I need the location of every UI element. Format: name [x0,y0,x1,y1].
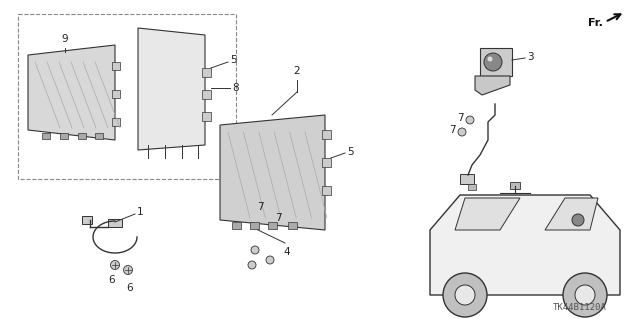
Bar [250,222,259,229]
Bar [322,130,331,139]
Bar [510,182,520,189]
Bar [108,219,122,227]
Text: Fr.: Fr. [588,18,603,28]
Text: 7: 7 [449,125,455,135]
Polygon shape [475,76,510,95]
Polygon shape [28,45,115,140]
Bar [460,174,474,184]
Text: 7: 7 [275,213,282,223]
Circle shape [251,246,259,254]
Circle shape [488,56,493,62]
Bar [112,90,120,98]
Circle shape [466,116,474,124]
Circle shape [266,256,274,264]
Text: 9: 9 [61,34,68,44]
Bar [112,62,120,70]
Bar [78,133,86,139]
Circle shape [563,273,607,317]
Bar [60,133,68,139]
Bar [480,48,512,76]
Bar [95,133,103,139]
Text: TK44B1120A: TK44B1120A [553,303,607,312]
Text: 5: 5 [230,55,237,65]
Bar [202,68,211,77]
Polygon shape [220,115,325,230]
Polygon shape [138,28,205,150]
Polygon shape [455,198,520,230]
Text: 3: 3 [527,52,534,62]
Text: 1: 1 [137,207,143,217]
Bar [288,222,297,229]
Text: 6: 6 [127,283,133,293]
Bar [202,90,211,99]
Text: 8: 8 [232,83,239,93]
Polygon shape [545,198,598,230]
Bar [468,184,476,190]
Polygon shape [430,195,620,295]
Circle shape [443,273,487,317]
Bar [322,158,331,167]
Text: 7: 7 [457,113,463,123]
Text: 2: 2 [294,66,300,76]
Bar [82,216,92,224]
Circle shape [111,261,120,270]
Bar [112,118,120,126]
Circle shape [575,285,595,305]
Text: 4: 4 [284,247,291,257]
Circle shape [484,53,502,71]
Bar [18,14,236,179]
Circle shape [248,261,256,269]
Text: 6: 6 [109,275,115,285]
Circle shape [455,285,475,305]
Circle shape [458,128,466,136]
Bar [202,112,211,121]
Circle shape [124,265,132,275]
Bar [42,133,50,139]
Text: 7: 7 [257,202,263,212]
Circle shape [572,214,584,226]
Bar [322,186,331,195]
Bar [268,222,277,229]
Text: 5: 5 [347,147,354,157]
Bar [232,222,241,229]
